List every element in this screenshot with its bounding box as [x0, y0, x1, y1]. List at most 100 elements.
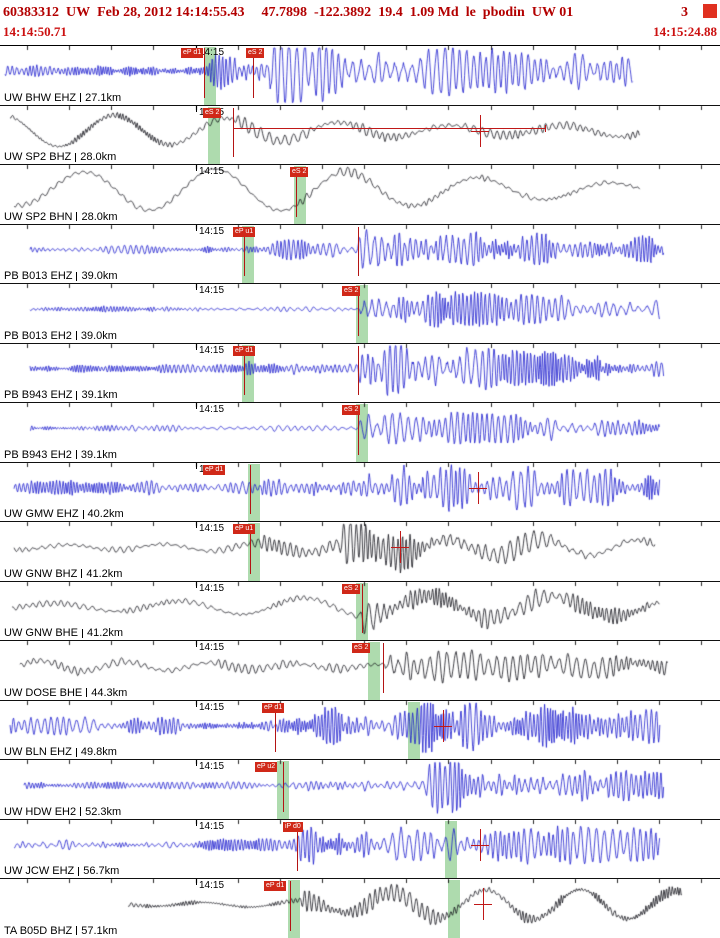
- station-code: UW JCW EHZ: [4, 865, 75, 878]
- close-button[interactable]: [703, 4, 717, 18]
- trace-row-uw-bhw-ehz[interactable]: 14:15 eP d1 eS 2 UW BHW EHZ 27.1km: [0, 46, 720, 106]
- time-window-bar: 14:14:50.71 14:15:24.88: [0, 23, 720, 44]
- phase-pick-flag[interactable]: iP d0: [283, 821, 303, 832]
- phase-pick-flag[interactable]: eP u2: [255, 762, 278, 773]
- phase-pick-flag[interactable]: eS 2: [290, 167, 309, 178]
- axis-tick-icon: [86, 688, 88, 698]
- station-code: PB B013 EHZ: [4, 270, 73, 283]
- axis-tick-icon: [80, 807, 82, 817]
- station-code: UW GNW BHZ: [4, 567, 78, 580]
- phase-pick-flag[interactable]: eP d1: [262, 702, 285, 713]
- event-depth: 19.4: [378, 4, 403, 20]
- axis-tick-icon: [75, 331, 77, 341]
- phase-pick-flag[interactable]: eP d1: [203, 464, 226, 475]
- station-label: UW SP2 BHZ 28.0km: [4, 151, 116, 163]
- axis-tick-icon: [80, 93, 82, 103]
- trace-row-pb-b943-eh2[interactable]: 14:15 eS 2 PB B943 EH2 39.1km: [0, 403, 720, 463]
- amplitude-measure-bar: [469, 487, 487, 489]
- minute-label: 14:15: [199, 820, 225, 832]
- station-code: UW DOSE BHE: [4, 686, 83, 699]
- phase-pick-flag[interactable]: eP u1: [233, 226, 256, 237]
- minute-tick: [196, 224, 197, 231]
- trace-row-uw-dose-bhe[interactable]: 14:15 eS 2 UW DOSE BHE 44.3km: [0, 641, 720, 701]
- station-code: UW GMW EHZ: [4, 508, 79, 521]
- station-code: UW HDW EH2: [4, 805, 77, 818]
- phase-pick-flag[interactable]: eS 2: [342, 405, 361, 416]
- event-origin-time: Feb 28, 2012 14:14:55.43: [97, 4, 245, 20]
- station-distance: 44.3km: [91, 686, 128, 699]
- event-network: UW: [66, 4, 91, 20]
- trace-row-uw-gnw-bhe[interactable]: 14:15 eS 2 UW GNW BHE 41.2km: [0, 581, 720, 642]
- phase-pick-line[interactable]: [250, 464, 251, 515]
- phase-pick-flag[interactable]: eS 2: [352, 643, 371, 654]
- phase-pick-line[interactable]: [358, 286, 359, 336]
- phase-pick-flag[interactable]: eP u1: [233, 524, 256, 535]
- phase-pick-line[interactable]: [296, 167, 297, 217]
- amplitude-measure-bar: [471, 844, 489, 846]
- trace-row-uw-hdw-eh2[interactable]: 14:15 eP u2 UW HDW EH2 52.3km: [0, 760, 720, 820]
- axis-tick-icon: [75, 747, 77, 757]
- minute-tick: [196, 879, 197, 886]
- event-analyst: pbodin: [482, 4, 525, 20]
- minute-tick: [196, 819, 197, 826]
- phase-pick-line[interactable]: [275, 702, 276, 753]
- minute-label: 14:15: [199, 225, 225, 237]
- axis-tick-icon: [75, 152, 77, 162]
- trace-row-uw-bln-ehz[interactable]: 14:15 eP d1 UW BLN EHZ 49.8km: [0, 700, 720, 761]
- axis-tick-icon: [76, 390, 78, 400]
- phase-pick-flag[interactable]: eS 2: [246, 48, 265, 58]
- minute-label: 14:15: [199, 285, 225, 297]
- phase-pick-line[interactable]: [204, 48, 205, 98]
- minute-tick: [196, 165, 197, 172]
- axis-tick-icon: [81, 569, 83, 579]
- phase-pick-flag[interactable]: eS 2: [203, 107, 222, 118]
- phase-pick-flag[interactable]: eS 2: [342, 583, 361, 594]
- trace-row-uw-jcw-ehz[interactable]: 14:15 iP d0 UW JCW EHZ 56.7km: [0, 819, 720, 880]
- station-distance: 39.1km: [80, 448, 117, 461]
- minute-tick: [196, 522, 197, 529]
- trace-row-pb-b013-eh2[interactable]: 14:15 eS 2 PB B013 EH2 39.0km: [0, 284, 720, 344]
- trace-row-pb-b013-ehz[interactable]: 14:15 eP u1 PB B013 EHZ 39.0km: [0, 224, 720, 285]
- phase-pick-line[interactable]: [383, 643, 384, 693]
- trace-row-pb-b943-ehz[interactable]: 14:15 eP d1 PB B943 EHZ 39.1km: [0, 343, 720, 404]
- amplitude-measure-bar: [474, 904, 492, 906]
- phase-pick-line[interactable]: [290, 881, 291, 931]
- minute-label: 14:15: [199, 761, 225, 773]
- phase-pick-line[interactable]: [250, 524, 251, 574]
- phase-pick-line[interactable]: [297, 821, 298, 872]
- phase-pick-line[interactable]: [233, 107, 234, 158]
- station-code: TA B05D BHZ: [4, 924, 73, 937]
- station-code: PB B943 EH2: [4, 448, 72, 461]
- phase-pick-line[interactable]: [362, 583, 363, 634]
- minute-tick: [196, 343, 197, 350]
- phase-pick-flag[interactable]: eP d1: [264, 881, 287, 892]
- phase-pick-flag[interactable]: eP d1: [233, 345, 256, 356]
- trace-row-ta-b05d-bhz[interactable]: 14:15 eP d1 TA B05D BHZ 57.1km: [0, 879, 720, 938]
- window-end-time: 14:15:24.88: [653, 24, 717, 39]
- station-distance: 39.1km: [81, 389, 118, 402]
- trace-row-uw-sp2-bhn[interactable]: 14:15 eS 2 UW SP2 BHN 28.0km: [0, 165, 720, 225]
- minute-label: 14:15: [199, 701, 225, 713]
- axis-tick-icon: [76, 926, 78, 936]
- phase-pick-line[interactable]: [253, 48, 254, 98]
- phase-pick-line[interactable]: [358, 405, 359, 455]
- station-label: PB B943 EHZ 39.1km: [4, 389, 118, 401]
- station-label: UW GNW BHZ 41.2km: [4, 568, 122, 580]
- phase-pick-line[interactable]: [244, 226, 245, 277]
- phase-pick-flag[interactable]: eS 2: [342, 286, 361, 297]
- phase-pick-line[interactable]: [358, 345, 359, 396]
- phase-pick-flag[interactable]: eP d1: [181, 48, 204, 58]
- station-distance: 49.8km: [80, 746, 117, 759]
- waveform-canvas[interactable]: [0, 46, 720, 938]
- station-distance: 28.0km: [81, 210, 118, 223]
- phase-pick-line[interactable]: [244, 345, 245, 396]
- trace-row-uw-gnw-bhz[interactable]: 14:15 eP u1 UW GNW BHZ 41.2km: [0, 522, 720, 582]
- minute-label: 14:15: [199, 642, 225, 654]
- phase-pick-line[interactable]: [358, 226, 359, 277]
- phase-pick-line[interactable]: [283, 762, 284, 812]
- station-distance: 57.1km: [81, 924, 118, 937]
